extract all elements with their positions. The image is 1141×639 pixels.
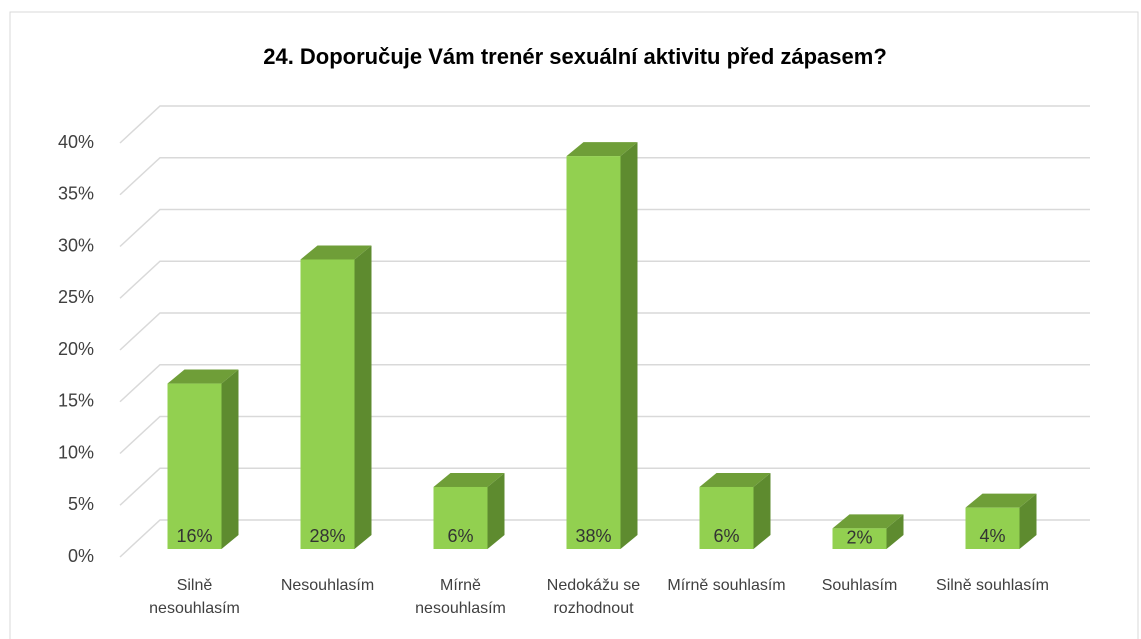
bar-side	[354, 245, 372, 550]
x-tick-label: Nesouhlasím	[280, 577, 375, 594]
x-tick-label: Mírně souhlasím	[667, 577, 786, 594]
x-tick-label: Souhlasím	[821, 577, 898, 594]
bar-top	[167, 369, 239, 384]
bar	[433, 486, 488, 549]
x-tick-label: Mírně nesouhlasím	[415, 577, 506, 617]
grid-line	[119, 415, 1090, 455]
x-tick-label: Nedokážu se rozhodnout	[546, 577, 641, 617]
y-tick-label: 25%	[58, 287, 94, 307]
bar-side	[620, 142, 638, 549]
bar-side	[753, 472, 771, 549]
x-tick-label: Silně souhlasím	[936, 577, 1049, 594]
bar	[167, 383, 222, 549]
grid-line	[119, 208, 1090, 248]
chart-border	[9, 11, 1139, 639]
bar	[965, 507, 1020, 549]
bar	[566, 156, 621, 549]
y-tick-label: 0%	[68, 546, 94, 566]
grid-line	[119, 312, 1090, 351]
bar-side	[221, 369, 239, 549]
grid-line	[119, 467, 1090, 506]
value-label: 6%	[447, 526, 473, 546]
y-tick-label: 15%	[58, 391, 94, 411]
value-label: 28%	[309, 526, 345, 546]
y-tick-label: 35%	[58, 184, 94, 204]
bar-top	[300, 245, 372, 260]
value-label: 16%	[176, 526, 212, 546]
bar-side	[487, 472, 505, 549]
grid-line	[119, 364, 1090, 403]
bar	[832, 528, 887, 549]
grid-line	[119, 105, 1090, 144]
y-tick-label: 30%	[58, 235, 94, 255]
grid-line	[119, 260, 1090, 299]
bar-top	[433, 472, 505, 487]
bar	[300, 259, 355, 549]
y-tick-label: 5%	[68, 494, 94, 514]
value-label: 38%	[575, 526, 611, 546]
y-tick-label: 40%	[58, 132, 94, 152]
grid-line	[119, 157, 1090, 196]
y-tick-label: 10%	[58, 442, 94, 462]
value-label: 2%	[846, 527, 872, 547]
bar-side	[886, 514, 904, 549]
value-label: 6%	[713, 526, 739, 546]
bar-top	[699, 472, 771, 487]
bar-side	[1019, 493, 1037, 549]
bar	[699, 486, 754, 549]
y-tick-label: 20%	[58, 339, 94, 359]
chart-title: 24. Doporučuje Vám trenér sexuální aktiv…	[263, 44, 887, 69]
x-tick-label: Silně nesouhlasím	[149, 577, 240, 617]
bar-top	[832, 514, 904, 529]
value-label: 4%	[979, 526, 1005, 546]
grid-line	[119, 519, 1090, 558]
bar-top	[566, 142, 638, 157]
bar-top	[965, 493, 1037, 508]
